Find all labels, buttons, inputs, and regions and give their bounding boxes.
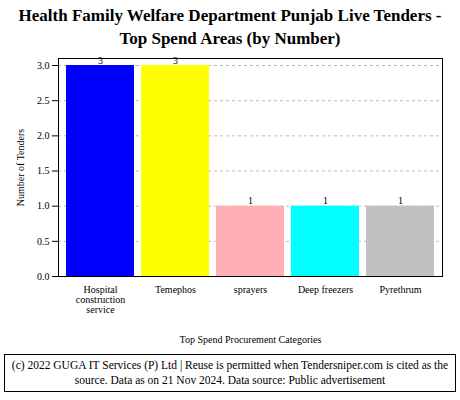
- svg-text:Temephos: Temephos: [155, 284, 196, 295]
- svg-text:Number of Tenders: Number of Tenders: [15, 129, 26, 207]
- svg-text:1.5: 1.5: [37, 165, 50, 176]
- svg-text:0.5: 0.5: [37, 236, 50, 247]
- svg-text:1: 1: [248, 195, 253, 206]
- svg-text:2.0: 2.0: [37, 130, 50, 141]
- svg-text:3: 3: [98, 55, 103, 66]
- html-text:Health Family Welfare Departme: Health Family Welfare Department Punjab …: [18, 6, 442, 48]
- html-text:(c) 2022 GUGA IT Services (P): (c) 2022 GUGA IT Services (P) Ltd | Reus…: [11, 359, 449, 386]
- svg-text:Top Spend Procurement Categori: Top Spend Procurement Categories: [180, 334, 322, 345]
- svg-text:Hospitalconstructionservice: Hospitalconstructionservice: [76, 284, 125, 315]
- svg-text:1: 1: [398, 195, 403, 206]
- svg-text:1: 1: [323, 195, 328, 206]
- svg-text:1.0: 1.0: [37, 200, 50, 211]
- svg-text:2.5: 2.5: [37, 95, 50, 106]
- svg-text:Pyrethrum: Pyrethrum: [379, 284, 421, 295]
- svg-text:0.0: 0.0: [37, 271, 50, 282]
- svg-text:3: 3: [173, 55, 178, 66]
- svg-text:3.0: 3.0: [37, 60, 50, 71]
- svg-text:sprayers: sprayers: [234, 284, 267, 295]
- svg-text:Deep freezers: Deep freezers: [298, 284, 353, 295]
